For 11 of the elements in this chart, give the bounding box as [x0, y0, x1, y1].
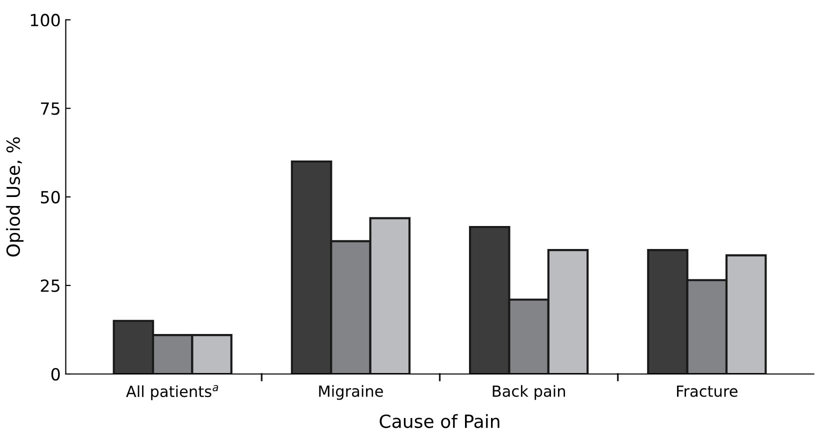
- y-tick-label: 75: [41, 102, 60, 115]
- y-tick-label: 0: [51, 368, 60, 381]
- x-tick-label: All patients$^{a}$: [126, 385, 218, 400]
- y-axis-title: Opiod Use, %: [6, 137, 24, 257]
- y-tick-label: 50: [40, 190, 60, 204]
- y-tick-label: 25: [40, 279, 60, 292]
- y-tick-label: 100: [30, 14, 60, 26]
- x-tick-label: Fracture: [677, 386, 738, 397]
- x-axis-title: Cause of Pain: [380, 414, 500, 428]
- x-tick-label: Back pain: [492, 385, 565, 400]
- x-tick-label: Migraine: [319, 385, 383, 400]
